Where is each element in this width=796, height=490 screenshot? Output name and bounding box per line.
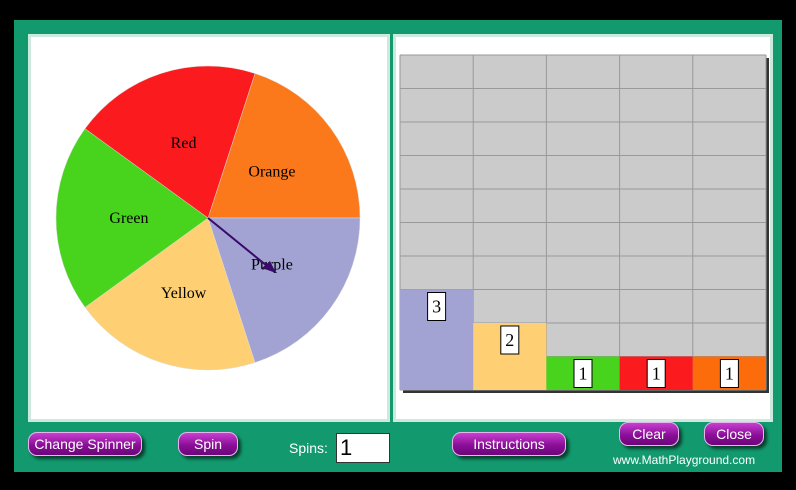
footer: www.MathPlayground.com [613,453,756,467]
count-box [646,359,666,388]
arrow-head [262,261,276,273]
spinner-section [84,217,256,371]
count-label: 1 [652,364,661,384]
count-label: 1 [725,364,734,384]
count-label: 2 [505,330,514,350]
count-box [427,292,447,321]
section-label: Orange [248,164,295,181]
change-spinner-button[interactable]: Change Spinner [28,432,142,456]
spinner-section [207,73,361,219]
spinner-section [84,65,256,219]
count-label: 1 [579,364,588,384]
spinner-arrow [207,217,273,271]
instructions-button[interactable]: Instructions [452,432,566,456]
spinner-section [55,128,209,308]
spins-count: 1 [336,433,390,463]
spin-button[interactable]: Spin [178,432,238,456]
section-label: Red [171,135,197,152]
graph: 3 2 1 1 1 [399,54,769,393]
section-label: Yellow [161,285,207,302]
spinner-section [207,217,361,363]
section-label: Green [109,210,148,227]
spinner: OrangePurpleYellowGreenRed [55,65,361,371]
count-box [719,359,739,388]
spins-label: Spins: [289,440,328,456]
count-box [573,359,593,388]
count-box [500,325,520,355]
count-label: 3 [432,297,441,317]
clear-button[interactable]: Clear [619,422,679,446]
close-button[interactable]: Close [704,422,764,446]
